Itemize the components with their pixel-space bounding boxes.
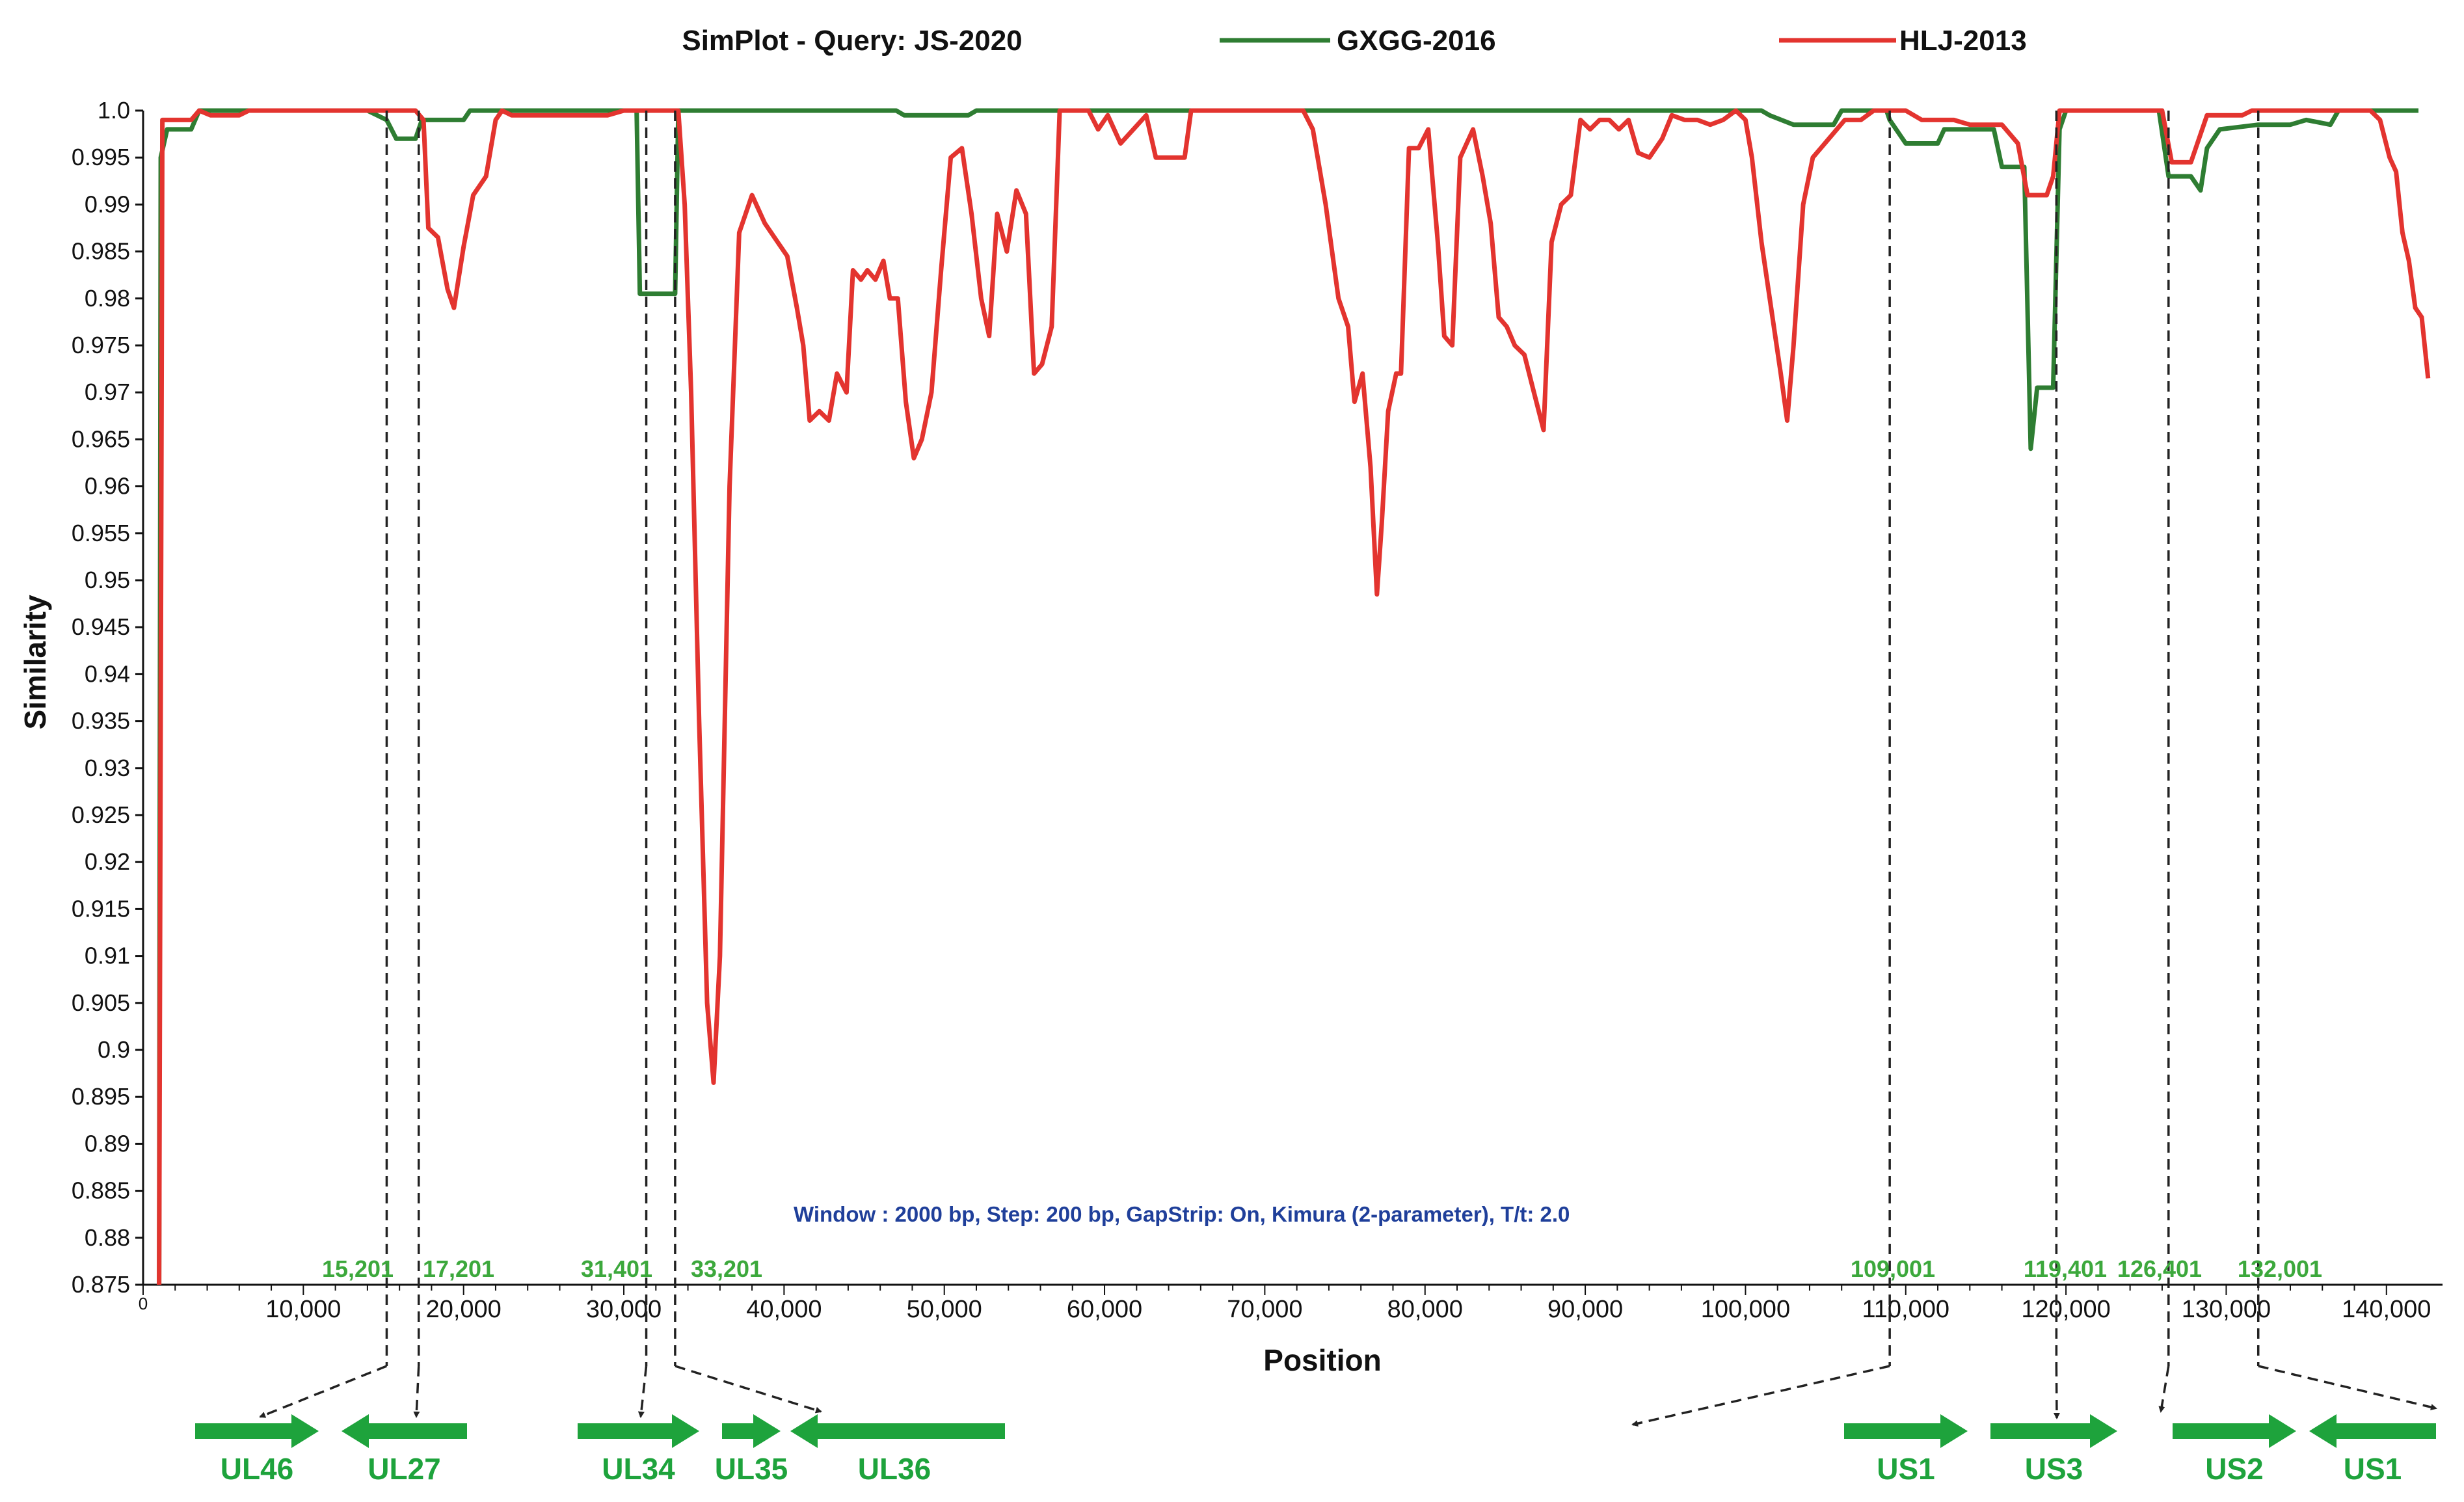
series-line-gxgg-2016: [157, 108, 2418, 1285]
breakpoint-label: 31,401: [581, 1255, 652, 1282]
x-tick-label: 70,000: [1227, 1296, 1302, 1323]
breakpoint-layer: 15,201 17,201 31,401 33,201 109,001 119,401 12…: [259, 111, 2437, 1427]
breakpoint-pointer: [2158, 1365, 2170, 1413]
breakpoint-pointer: [259, 1365, 388, 1418]
y-tick-label: 0.925: [72, 801, 130, 828]
x-tick-label: 140,000: [2342, 1296, 2431, 1323]
x-tick-label: 130,000: [2182, 1296, 2271, 1323]
gene-arrow: [722, 1414, 781, 1448]
y-tick-label: 0.98: [85, 285, 130, 312]
y-tick-label: 0.89: [85, 1130, 130, 1157]
gene-label: US3: [2025, 1452, 2083, 1486]
y-tick-label: 0.92: [85, 848, 130, 875]
series-line-hlj-2013: [157, 108, 2431, 1285]
x-axis: 0 10,000 20,000 30,000 40,000 50,000 60,000 70,…: [139, 1283, 2443, 1323]
y-tick-label: 0.965: [72, 425, 130, 452]
breakpoint-pointer: [2053, 1365, 2060, 1419]
y-tick-label: 0.975: [72, 332, 130, 358]
y-tick-label: 0.95: [85, 567, 130, 593]
y-tick-label: 0.945: [72, 613, 130, 640]
breakpoint-pointer: [637, 1365, 648, 1418]
y-tick-label: 0.885: [72, 1177, 130, 1204]
y-tick-label: 0.96: [85, 473, 130, 500]
breakpoint-label: 109,001: [1851, 1255, 1935, 1282]
y-tick-label: 0.97: [85, 379, 130, 405]
y-tick-label: 0.935: [72, 708, 130, 734]
gene-label: UL35: [715, 1452, 788, 1486]
y-tick-label: 0.93: [85, 755, 130, 781]
y-axis-label: Similarity: [18, 595, 52, 730]
x-tick-label: 90,000: [1547, 1296, 1623, 1323]
x-tick-label: 30,000: [586, 1296, 662, 1323]
gene-label: UL36: [858, 1452, 931, 1486]
gene-label: US2: [2205, 1452, 2263, 1486]
gene-layer: UL46 UL27 UL34 UL35 UL36 US1 US3 US2 US1: [195, 1414, 2436, 1486]
y-tick-label: 0.88: [85, 1224, 130, 1251]
gene-label: US1: [1877, 1452, 1935, 1486]
breakpoint-label: 126,401: [2117, 1255, 2202, 1282]
y-tick-label: 0.955: [72, 520, 130, 546]
gene-label: US1: [2344, 1452, 2402, 1486]
y-tick-label: 1.0: [98, 97, 130, 124]
gene-arrow: [2309, 1414, 2436, 1448]
breakpoint-label: 132,001: [2238, 1255, 2322, 1282]
y-tick-label: 0.995: [72, 144, 130, 170]
y-tick-label: 0.985: [72, 238, 130, 265]
gene-arrow: [2173, 1414, 2296, 1448]
x-origin-label: 0: [139, 1294, 148, 1313]
legend-label-hlj: HLJ-2013: [1899, 25, 2027, 57]
legend-label-gxgg: GXGG-2016: [1337, 25, 1496, 57]
x-tick-label: 80,000: [1387, 1296, 1463, 1323]
breakpoint-label: 15,201: [322, 1255, 394, 1282]
y-tick-label: 0.99: [85, 191, 130, 217]
y-tick-label: 0.915: [72, 895, 130, 922]
y-tick-label: 0.875: [72, 1271, 130, 1298]
x-tick-label: 50,000: [907, 1296, 982, 1323]
breakpoint-pointer: [1631, 1365, 1890, 1427]
y-tick-label: 0.895: [72, 1083, 130, 1110]
gene-label: UL27: [368, 1452, 440, 1486]
y-tick-label: 0.91: [85, 943, 130, 969]
gene-arrow: [1990, 1414, 2117, 1448]
breakpoint-pointer: [413, 1365, 420, 1418]
x-tick-label: 40,000: [746, 1296, 822, 1323]
gene-arrow: [195, 1414, 319, 1448]
breakpoint-pointer: [675, 1365, 822, 1414]
gene-arrow: [1844, 1414, 1968, 1448]
y-tick-label: 0.94: [85, 660, 130, 687]
breakpoint-label: 33,201: [691, 1255, 762, 1282]
x-tick-label: 20,000: [426, 1296, 502, 1323]
x-axis-label: Position: [1263, 1343, 1381, 1377]
gene-arrow: [790, 1414, 1005, 1448]
gene-label: UL46: [221, 1452, 293, 1486]
settings-annotation: Window : 2000 bp, Step: 200 bp, GapStrip…: [794, 1202, 1570, 1226]
gene-arrow: [578, 1414, 699, 1448]
x-tick-label: 10,000: [265, 1296, 341, 1323]
gene-arrow: [341, 1414, 467, 1448]
x-tick-label: 120,000: [2021, 1296, 2110, 1323]
y-tick-label: 0.905: [72, 989, 130, 1016]
breakpoint-pointer: [2258, 1365, 2437, 1411]
x-tick-label: 110,000: [1862, 1296, 1949, 1323]
breakpoint-label: 119,401: [2024, 1255, 2107, 1282]
chart-title: SimPlot - Query: JS-2020: [682, 25, 1022, 57]
x-tick-label: 100,000: [1701, 1296, 1790, 1323]
breakpoint-label: 17,201: [423, 1255, 494, 1282]
x-tick-label: 60,000: [1067, 1296, 1142, 1323]
gene-label: UL34: [602, 1452, 675, 1486]
series-layer: [157, 108, 2431, 1285]
y-axis: 0.875 0.88 0.885 0.89 0.895 0.9 0.905 0.91 0.915…: [72, 97, 144, 1298]
y-tick-label: 0.9: [98, 1036, 130, 1063]
